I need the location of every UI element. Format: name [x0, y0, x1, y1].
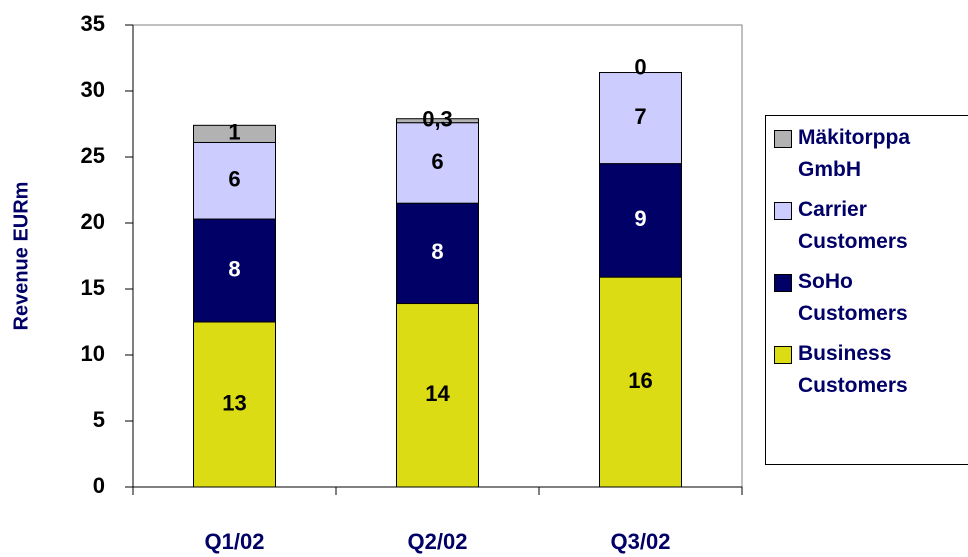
y-tick-label: 15 — [81, 275, 105, 300]
data-label: 8 — [228, 256, 240, 281]
legend-item: Carrier Customers — [774, 194, 968, 258]
data-label: 1 — [228, 120, 240, 145]
legend-item: Business Customers — [774, 338, 968, 402]
data-label: 8 — [431, 239, 443, 264]
bar-segment — [396, 118, 479, 124]
bar-segment — [193, 218, 276, 323]
legend-label: Mäkitorppa GmbH — [798, 126, 911, 181]
bar-segment — [193, 321, 276, 488]
y-tick-label: 5 — [93, 407, 105, 432]
legend-swatch — [774, 130, 792, 148]
data-label: 13 — [222, 390, 246, 415]
bar-segment — [396, 303, 479, 488]
bar-segment — [193, 141, 276, 220]
x-tick-label: Q1/02 — [205, 529, 265, 554]
legend-item: Mäkitorppa GmbH — [774, 122, 968, 186]
data-label: 0,3 — [422, 107, 453, 132]
data-label: 0 — [634, 54, 646, 79]
legend-swatch — [774, 274, 792, 292]
legend-swatch — [774, 202, 792, 220]
bar-segment — [599, 276, 682, 488]
y-tick-label: 25 — [81, 143, 105, 168]
y-tick-label: 0 — [93, 473, 105, 498]
legend-item: SoHo Customers — [774, 266, 968, 330]
y-axis-label: Revenue EURm — [10, 182, 32, 331]
legend-label: SoHo Customers — [798, 270, 908, 325]
legend-swatch — [774, 346, 792, 364]
legend: Mäkitorppa GmbH Carrier Customers SoHo Cus… — [765, 115, 968, 465]
bar-segment — [396, 202, 479, 305]
data-label: 7 — [634, 104, 646, 129]
bar-segment — [396, 122, 479, 204]
x-tick-label: Q3/02 — [611, 529, 671, 554]
data-label: 16 — [628, 368, 652, 393]
bar-segment — [599, 163, 682, 278]
y-tick-label: 35 — [81, 11, 105, 36]
legend-label: Business Customers — [798, 342, 908, 397]
y-tick-label: 30 — [81, 77, 105, 102]
legend-label: Carrier Customers — [798, 198, 908, 253]
y-tick-label: 10 — [81, 341, 105, 366]
data-label: 9 — [634, 206, 646, 231]
y-tick-label: 20 — [81, 209, 105, 234]
data-label: 14 — [425, 381, 450, 406]
data-label: 6 — [431, 149, 443, 174]
x-tick-label: Q2/02 — [408, 529, 468, 554]
bar-segment — [193, 124, 276, 143]
data-label: 6 — [228, 167, 240, 192]
bar-segment — [599, 72, 682, 165]
